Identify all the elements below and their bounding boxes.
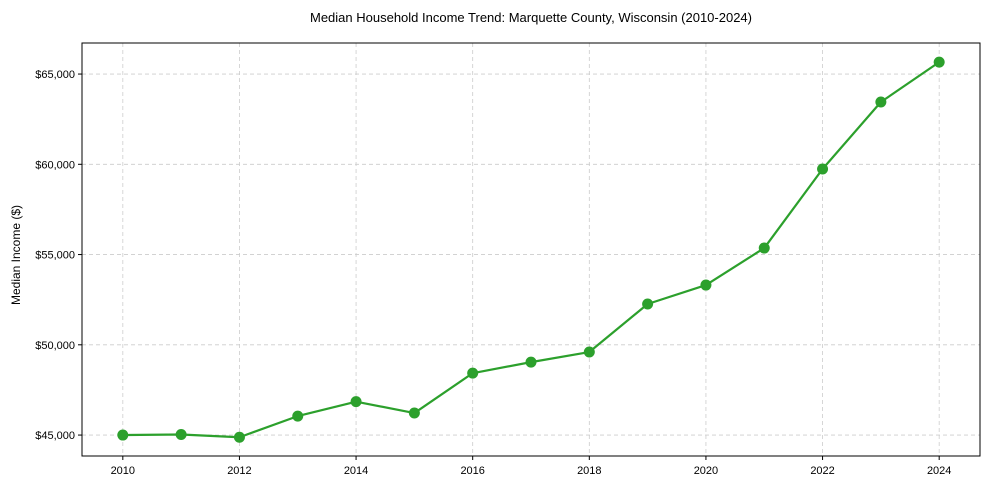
data-point-marker [408, 407, 420, 419]
data-point-marker [933, 56, 945, 68]
y-tick-label: $65,000 [35, 69, 75, 81]
data-point-marker [642, 298, 654, 310]
y-axis: $45,000 $50,000 $55,000 $60,000 $65,000 [35, 69, 82, 442]
data-point-marker [875, 96, 887, 108]
data-point-marker [292, 410, 304, 422]
data-point-marker [175, 429, 187, 441]
data-point-marker [350, 396, 362, 408]
data-point-marker [583, 346, 595, 358]
x-tick-label: 2018 [577, 465, 601, 477]
data-point-marker [700, 279, 712, 291]
x-axis: 2010 2012 2014 2016 2018 2020 2022 2024 [111, 456, 951, 477]
x-tick-label: 2016 [460, 465, 484, 477]
x-tick-label: 2022 [810, 465, 834, 477]
series-line [122, 61, 940, 439]
data-point-marker [817, 163, 829, 175]
grid [82, 43, 980, 456]
plot-frame [81, 42, 981, 457]
data-point-marker [525, 356, 537, 368]
y-axis-label: Median Income ($) [9, 205, 23, 305]
x-tick-label: 2024 [927, 465, 951, 477]
data-point-marker [233, 431, 245, 443]
y-tick-label: $55,000 [35, 250, 75, 262]
data-series-line [122, 61, 940, 439]
y-tick-label: $45,000 [35, 430, 75, 442]
x-tick-label: 2020 [694, 465, 718, 477]
data-point-marker [758, 242, 770, 254]
data-point-marker [467, 367, 479, 379]
data-point-marker [117, 429, 129, 441]
y-tick-label: $60,000 [35, 159, 75, 171]
data-markers [117, 56, 945, 443]
x-tick-label: 2010 [111, 465, 135, 477]
chart-title: Median Household Income Trend: Marquette… [310, 10, 752, 25]
x-tick-label: 2014 [344, 465, 368, 477]
x-tick-label: 2012 [227, 465, 251, 477]
y-tick-label: $50,000 [35, 340, 75, 352]
